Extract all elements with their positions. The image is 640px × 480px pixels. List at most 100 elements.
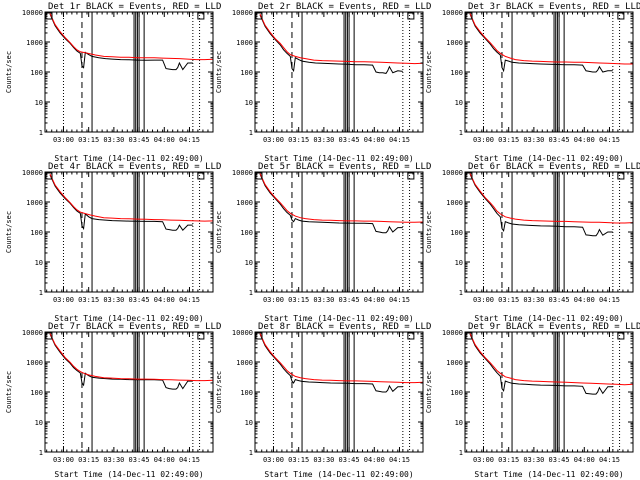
y-tick-label: 10 [455, 99, 463, 107]
y-axis-label: Counts/sec [5, 371, 13, 413]
x-tick-label: 03:00 [473, 136, 494, 144]
series-line-lld [259, 333, 424, 384]
y-tick-label: 10000 [442, 329, 463, 337]
corner-marker-right [617, 332, 625, 340]
y-tick-label: 100 [450, 389, 463, 397]
corner-marker-left [465, 332, 473, 340]
y-tick-label: 10 [245, 259, 253, 267]
x-tick-label: 03:15 [78, 296, 99, 304]
panel-title: Det 6r BLACK = Events, RED = LLD [468, 162, 640, 172]
series-line-events [49, 333, 193, 390]
panel-1: Det 1r BLACK = Events, RED = LLD 1101001… [5, 2, 221, 163]
x-tick-label: 04:00 [364, 296, 385, 304]
y-tick-label: 1 [39, 129, 43, 137]
x-tick-label: 03:15 [498, 456, 519, 464]
panel-title: Det 7r BLACK = Events, RED = LLD [48, 322, 221, 332]
x-tick-label: 03:00 [263, 456, 284, 464]
x-tick-label: 04:15 [599, 456, 620, 464]
corner-marker-right [617, 12, 625, 20]
x-tick-label: 03:00 [53, 296, 74, 304]
x-tick-label: 03:15 [288, 296, 309, 304]
x-tick-label: 04:15 [599, 296, 620, 304]
corner-marker-right [197, 172, 205, 180]
x-tick-label: 04:00 [364, 136, 385, 144]
x-tick-label: 03:30 [313, 136, 334, 144]
corner-marker-left [45, 332, 53, 340]
corner-marker-left [465, 172, 473, 180]
panel-title: Det 4r BLACK = Events, RED = LLD [48, 162, 221, 172]
x-tick-label: 03:15 [498, 296, 519, 304]
x-tick-label: 03:45 [129, 136, 150, 144]
y-tick-label: 10000 [442, 9, 463, 17]
x-tick-label: 04:00 [364, 456, 385, 464]
x-tick-label: 03:30 [103, 296, 124, 304]
x-tick-label: 03:15 [288, 456, 309, 464]
series-line-lld [49, 173, 214, 222]
panel-6: Det 6r BLACK = Events, RED = LLD 1101001… [425, 162, 640, 323]
y-tick-label: 10000 [232, 9, 253, 17]
y-axis-label: Counts/sec [5, 211, 13, 253]
series-line-events [259, 333, 403, 393]
y-tick-label: 1 [459, 129, 463, 137]
x-tick-label: 03:00 [473, 456, 494, 464]
y-axis-label: Counts/sec [215, 51, 223, 93]
x-axis-label: Start Time (14-Dec-11 02:49:00) [54, 470, 203, 479]
x-tick-label: 03:00 [53, 456, 74, 464]
y-tick-label: 1000 [236, 199, 253, 207]
y-tick-label: 10000 [232, 329, 253, 337]
x-tick-label: 04:15 [179, 456, 200, 464]
panel-2: Det 2r BLACK = Events, RED = LLD 1101001… [215, 2, 431, 163]
y-tick-label: 10000 [22, 169, 43, 177]
series-line-events [259, 14, 403, 74]
plot-area: 1 10 100 1000 10000 03:00 03:15 03:30 03:45 04:00… [22, 169, 214, 304]
panel-9: Det 9r BLACK = Events, RED = LLD 1101001… [425, 322, 640, 479]
x-tick-label: 03:30 [313, 456, 334, 464]
x-tick-label: 04:15 [389, 136, 410, 144]
series-line-events [259, 173, 403, 234]
x-tick-label: 03:45 [549, 296, 570, 304]
corner-marker-right [617, 172, 625, 180]
y-tick-label: 1000 [446, 359, 463, 367]
x-tick-label: 04:00 [154, 136, 175, 144]
corner-marker-right [197, 12, 205, 20]
x-tick-label: 03:45 [339, 296, 360, 304]
corner-marker-left [255, 332, 263, 340]
x-tick-label: 03:30 [103, 456, 124, 464]
y-tick-label: 1000 [446, 39, 463, 47]
y-tick-label: 1000 [236, 359, 253, 367]
y-axis-label: Counts/sec [425, 371, 433, 413]
x-tick-label: 04:00 [154, 296, 175, 304]
y-tick-label: 1 [249, 449, 253, 457]
x-axis-label: Start Time (14-Dec-11 02:49:00) [54, 314, 203, 323]
series-line-lld [49, 13, 214, 61]
y-tick-label: 10 [35, 419, 43, 427]
x-tick-label: 03:30 [103, 136, 124, 144]
y-tick-label: 1 [39, 449, 43, 457]
plot-area: 1 10 100 1000 10000 03:00 03:15 03:30 03:45 04:00… [22, 9, 214, 144]
x-tick-label: 03:00 [473, 296, 494, 304]
series-line-events [49, 174, 193, 231]
y-tick-label: 1000 [446, 199, 463, 207]
plot-area: 1 10 100 1000 10000 03:00 03:15 03:30 03:45 04:00… [232, 169, 424, 304]
panel-5: Det 5r BLACK = Events, RED = LLD 1101001… [215, 162, 431, 323]
panel-8: Det 8r BLACK = Events, RED = LLD 1101001… [215, 322, 431, 479]
y-tick-label: 1000 [26, 359, 43, 367]
corner-marker-left [465, 12, 473, 20]
corner-marker-left [45, 12, 53, 20]
x-axis-label: Start Time (14-Dec-11 02:49:00) [474, 154, 623, 163]
y-axis-label: Counts/sec [425, 51, 433, 93]
y-tick-label: 10 [455, 259, 463, 267]
x-tick-label: 03:45 [549, 456, 570, 464]
y-tick-label: 1 [459, 289, 463, 297]
x-tick-label: 03:45 [129, 296, 150, 304]
y-tick-label: 10 [245, 99, 253, 107]
series-line-lld [469, 173, 634, 224]
y-tick-label: 100 [30, 389, 43, 397]
x-tick-label: 04:15 [599, 136, 620, 144]
corner-marker-right [407, 172, 415, 180]
y-tick-label: 10 [35, 99, 43, 107]
panel-3: Det 3r BLACK = Events, RED = LLD 1101001… [425, 2, 640, 163]
plot-area: 1 10 100 1000 10000 03:00 03:15 03:30 03:45 04:00… [442, 169, 634, 304]
